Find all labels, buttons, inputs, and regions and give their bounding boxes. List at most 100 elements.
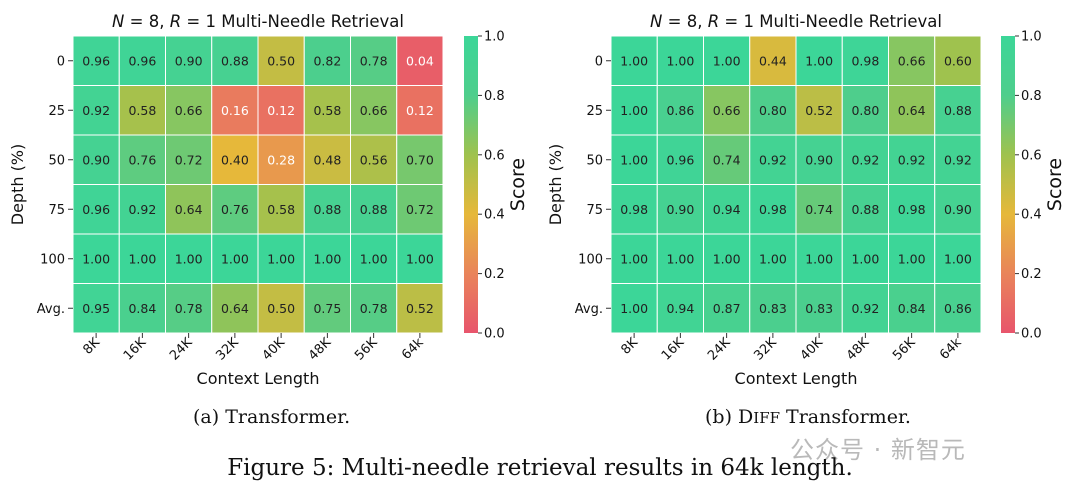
x-tick-label: 56K — [890, 335, 919, 364]
cell-value-label: 0.40 — [221, 152, 249, 167]
heatmap-cell — [934, 85, 982, 136]
x-tick-label: 48K — [306, 335, 335, 364]
cell-value-label: 1.00 — [666, 53, 694, 68]
heatmap-cell — [303, 35, 351, 86]
x-tick-label: 24K — [705, 335, 734, 364]
cell-value-label: 0.50 — [267, 301, 295, 316]
heatmap-cell — [795, 233, 843, 284]
cell-value-label: 1.00 — [620, 301, 648, 316]
cell-value-label: 0.92 — [759, 152, 787, 167]
heatmap-cell — [795, 283, 843, 334]
cell-value-label: 0.94 — [713, 202, 741, 217]
cell-value-label: 0.80 — [851, 103, 879, 118]
subcaption-transformer: (a) Transformer. — [193, 406, 351, 428]
cell-value-label: 0.50 — [267, 53, 295, 68]
cell-value-label: 0.96 — [666, 152, 694, 167]
subcaption-diff-transformer: (b) DIFF Transformer. — [705, 406, 911, 428]
cell-value-label: 0.58 — [267, 202, 295, 217]
heatmap-cell — [257, 233, 305, 284]
colorbar-tick-label: 0.0 — [484, 327, 505, 342]
heatmap-cell — [610, 233, 658, 284]
cell-value-label: 0.98 — [851, 53, 879, 68]
cell-value-label: 0.66 — [898, 53, 926, 68]
heatmap-cell — [350, 283, 398, 334]
cell-value-label: 1.00 — [805, 251, 833, 266]
heatmap-cell — [841, 85, 889, 136]
colorbar-tick-label: 0.2 — [484, 267, 505, 282]
cell-value-label: 0.12 — [406, 103, 434, 118]
chart-title: N = 8, R = 1 Multi-Needle Retrieval — [650, 12, 942, 31]
heatmap-cell — [888, 134, 936, 185]
heatmap-cell — [795, 85, 843, 136]
watermark-text: 公众号 · 新智元 — [790, 436, 966, 464]
x-tick-label: 40K — [260, 335, 289, 364]
heatmap-cell — [749, 35, 797, 86]
y-tick-label: 50 — [586, 153, 603, 168]
cell-value-label: 0.04 — [406, 53, 434, 68]
y-tick-label: 75 — [586, 203, 603, 218]
colorbar-tick-label: 0.0 — [1021, 327, 1042, 342]
cell-value-label: 0.44 — [759, 53, 787, 68]
cell-value-label: 0.92 — [851, 301, 879, 316]
cell-value-label: 0.96 — [82, 202, 110, 217]
cell-value-label: 0.66 — [713, 103, 741, 118]
heatmap-cell — [610, 35, 658, 86]
x-tick-label: 8K — [80, 335, 103, 358]
y-tick-label: 25 — [48, 104, 65, 119]
cell-value-label: 0.98 — [759, 202, 787, 217]
colorbar-tick-label: 0.8 — [484, 89, 505, 104]
heatmap-cell — [795, 35, 843, 86]
y-axis-label: Depth (%) — [8, 144, 27, 226]
cell-value-label: 0.96 — [82, 53, 110, 68]
colorbar — [464, 36, 478, 333]
y-axis-label: Depth (%) — [546, 144, 565, 226]
colorbar-tick-label: 0.4 — [484, 208, 505, 223]
heatmap-cell — [396, 134, 444, 185]
cell-value-label: 0.78 — [360, 301, 388, 316]
cell-value-label: 0.83 — [759, 301, 787, 316]
heatmap-cell — [211, 85, 259, 136]
chart-title-part: = 1 Multi-Needle Retrieval — [719, 12, 942, 31]
x-axis-label: Context Length — [197, 369, 320, 388]
cell-value-label: 1.00 — [221, 251, 249, 266]
cell-value-label: 1.00 — [406, 251, 434, 266]
cell-value-label: 0.90 — [175, 53, 203, 68]
colorbar-tick-label: 1.0 — [484, 30, 505, 45]
y-tick-label: 100 — [578, 252, 603, 267]
chart-title-part: R — [170, 12, 181, 31]
chart-title-part: N — [650, 12, 662, 31]
cell-value-label: 0.92 — [851, 152, 879, 167]
cell-value-label: 0.92 — [82, 103, 110, 118]
colorbar-tick-label: 0.6 — [484, 148, 505, 163]
cell-value-label: 1.00 — [898, 251, 926, 266]
heatmap-cell — [749, 134, 797, 185]
cell-value-label: 0.92 — [944, 152, 972, 167]
heatmap-cell — [165, 283, 213, 334]
heatmap-cell — [211, 134, 259, 185]
heatmap-cell — [118, 134, 166, 185]
cell-value-label: 0.28 — [267, 152, 295, 167]
x-tick-label: 48K — [844, 335, 873, 364]
y-tick-label: Avg. — [575, 302, 603, 317]
heatmap-cell — [257, 184, 305, 235]
cell-value-label: 1.00 — [620, 251, 648, 266]
cell-value-label: 0.64 — [898, 103, 926, 118]
y-tick-label: 0 — [57, 54, 65, 69]
heatmap-cell — [749, 184, 797, 235]
heatmap-cell — [703, 85, 751, 136]
colorbar-label: Score — [507, 158, 529, 211]
heatmap-cell — [72, 35, 120, 86]
heatmap-cell — [703, 134, 751, 185]
cell-value-label: 0.74 — [713, 152, 741, 167]
cell-value-label: 1.00 — [128, 251, 156, 266]
chart-title-part: = 8, — [124, 12, 169, 31]
cell-value-label: 0.66 — [175, 103, 203, 118]
cell-value-label: 1.00 — [360, 251, 388, 266]
heatmap-cell — [934, 184, 982, 235]
cell-value-label: 0.90 — [82, 152, 110, 167]
heatmap-cell — [841, 184, 889, 235]
cell-value-label: 0.58 — [128, 103, 156, 118]
heatmap-cell — [303, 85, 351, 136]
heatmap-cell — [656, 134, 704, 185]
